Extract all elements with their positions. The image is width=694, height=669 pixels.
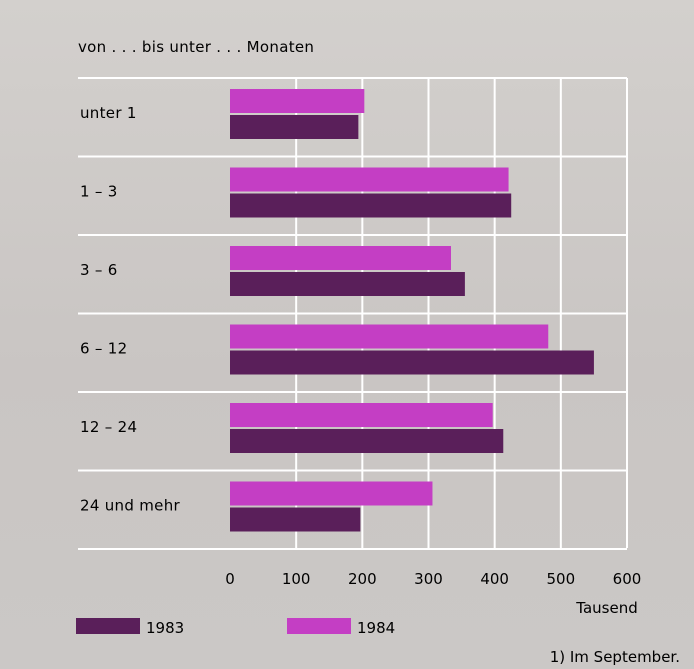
- category-label: 12 – 24: [80, 418, 137, 436]
- category-labels: unter 1 1 – 3 3 – 6 6 – 12 12 – 24 24 und meh…: [80, 104, 181, 515]
- bar-1983: [230, 272, 465, 296]
- category-label: unter 1: [80, 104, 137, 122]
- bar-1983: [230, 350, 594, 375]
- x-tick-label: 500: [547, 570, 576, 588]
- bar-1984: [230, 403, 493, 427]
- legend-swatch-1984: [287, 618, 351, 634]
- x-tick-label: 600: [613, 570, 642, 588]
- bar-1983: [230, 115, 359, 139]
- x-tick-label: 400: [480, 570, 509, 588]
- bar-1984: [230, 324, 549, 349]
- grid: [78, 77, 628, 550]
- category-label: 1 – 3: [80, 183, 118, 201]
- legend-label-1983: 1983: [146, 619, 184, 637]
- legend-label-1984: 1984: [357, 619, 395, 637]
- x-unit-label: Tausend: [575, 599, 637, 617]
- x-tick-label: 100: [282, 570, 311, 588]
- bar-1984: [230, 246, 451, 270]
- legend-swatch-1983: [76, 618, 140, 634]
- footnote: 1) Im September.: [550, 648, 680, 666]
- legend: 1983 1984: [76, 618, 395, 637]
- x-tick-labels: 0 100 200 300 400 500 600: [225, 570, 641, 588]
- x-tick-label: 200: [348, 570, 377, 588]
- bar-1983: [230, 193, 512, 218]
- bar-1983: [230, 507, 361, 532]
- bar-1984: [230, 167, 509, 192]
- category-label: 24 und mehr: [80, 497, 181, 515]
- x-tick-label: 0: [225, 570, 235, 588]
- bar-1983: [230, 429, 504, 453]
- bars: [230, 89, 594, 532]
- category-label: 6 – 12: [80, 340, 127, 358]
- category-axis-header: von . . . bis unter . . . Monaten: [78, 38, 314, 56]
- bar-1984: [230, 89, 365, 113]
- x-tick-label: 300: [414, 570, 443, 588]
- bar-1984: [230, 481, 433, 506]
- category-label: 3 – 6: [80, 261, 118, 279]
